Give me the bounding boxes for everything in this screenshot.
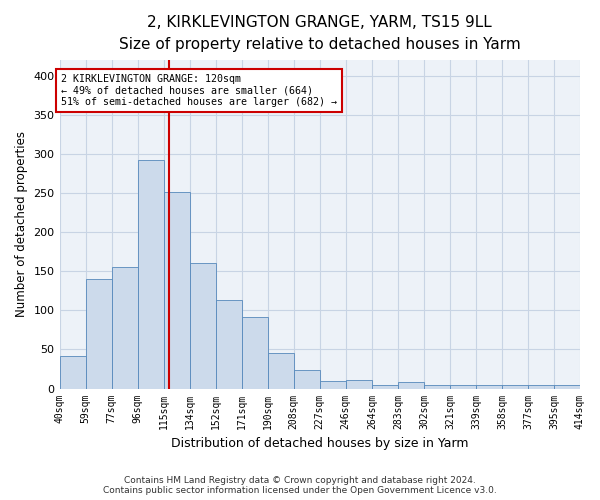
Bar [268, 352, 294, 388]
Bar [346, 380, 372, 388]
Bar [502, 386, 528, 388]
Bar [450, 386, 476, 388]
Text: 2 KIRKLEVINGTON GRANGE: 120sqm
← 49% of detached houses are smaller (664)
51% of: 2 KIRKLEVINGTON GRANGE: 120sqm ← 49% of … [61, 74, 337, 107]
Bar [476, 384, 502, 388]
Bar [59, 356, 86, 388]
Bar [424, 386, 450, 388]
Bar [112, 268, 137, 388]
Title: 2, KIRKLEVINGTON GRANGE, YARM, TS15 9LL
Size of property relative to detached ho: 2, KIRKLEVINGTON GRANGE, YARM, TS15 9LL … [119, 15, 521, 52]
Bar [398, 382, 424, 388]
X-axis label: Distribution of detached houses by size in Yarm: Distribution of detached houses by size … [171, 437, 469, 450]
Bar [528, 384, 554, 388]
Bar [294, 370, 320, 388]
Bar [242, 316, 268, 388]
Y-axis label: Number of detached properties: Number of detached properties [15, 132, 28, 318]
Bar [164, 192, 190, 388]
Bar [190, 262, 215, 388]
Bar [372, 384, 398, 388]
Bar [215, 300, 242, 388]
Bar [137, 160, 164, 388]
Bar [554, 386, 580, 388]
Text: Contains HM Land Registry data © Crown copyright and database right 2024.
Contai: Contains HM Land Registry data © Crown c… [103, 476, 497, 495]
Bar [86, 279, 112, 388]
Bar [320, 380, 346, 388]
